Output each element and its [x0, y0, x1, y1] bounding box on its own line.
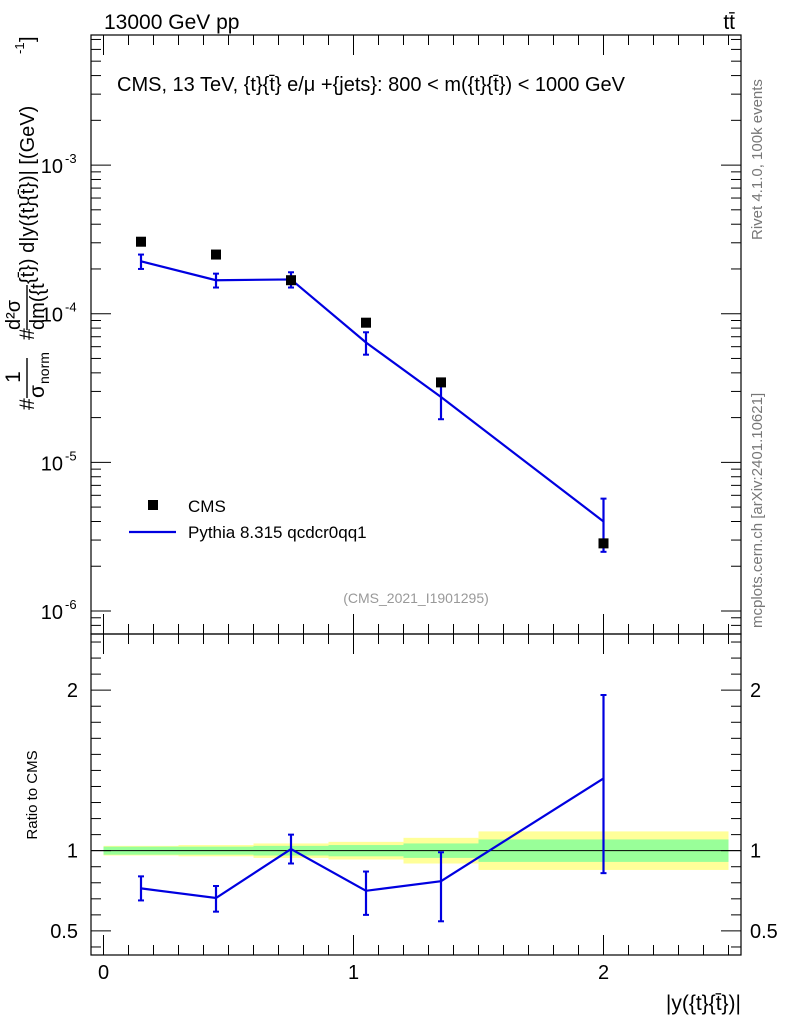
main-y-tick-exponent: -5: [65, 448, 77, 463]
main-y-tick-exponent: -4: [65, 300, 77, 315]
main-y-axis-label: # 1 σ norm # d²σ dm({t {t̄}) d|y({t}{t̄}…: [2, 36, 52, 410]
ylabel-one: 1: [2, 371, 25, 383]
watermark: (CMS_2021_I1901295): [343, 590, 489, 606]
x-tick-label: 1: [348, 962, 359, 984]
cms-data-point: [286, 275, 296, 286]
ratio-y-tick-label: 1: [67, 841, 78, 863]
ratio-data-marks: [138, 693, 607, 923]
main-y-tick-label: 10: [41, 602, 63, 624]
main-y-tick-label: 10: [41, 156, 63, 178]
ylabel-numerator: d²σ: [3, 299, 25, 330]
cms-data-point: [361, 317, 371, 328]
ratio-axis-ticks: [91, 634, 741, 955]
main-y-tick-label: 10: [41, 305, 63, 327]
cms-data-point: [211, 249, 221, 260]
ratio-plot-frame: [90, 633, 742, 956]
legend-cms-label: CMS: [188, 497, 226, 516]
x-axis-label: |y({t}{t̄})|: [666, 992, 741, 1015]
ratio-y-tick-label-right: 1: [750, 841, 761, 863]
main-y-tick-labels: 10-610-510-410-3: [41, 151, 77, 624]
x-tick-label: 0: [98, 962, 109, 984]
ylabel-prefix-2: #: [16, 328, 39, 340]
ratio-y-axis-label: Ratio to CMS: [24, 750, 41, 839]
plot-title: CMS, 13 TeV, {t}{t̄} e/μ +{jets}: 800 < …: [117, 74, 626, 96]
ylabel-denominator: dm({t: [27, 283, 49, 330]
ylabel-numerator-suffix: {t̄}) d|y({t}{t̄})| [(GeV): [17, 106, 39, 284]
ratio-line: [140, 777, 605, 900]
main-data-marks: [136, 236, 609, 553]
ratio-y-tick-label: 0.5: [50, 921, 78, 943]
mcplots-label: mcplots.cern.ch [arXiv:2401.10621]: [749, 393, 766, 628]
ylabel-close: ]: [17, 36, 39, 42]
ylabel-prefix-1: #: [16, 398, 39, 410]
cms-data-point: [598, 538, 609, 549]
legend-pythia-label: Pythia 8.315 qcdcr0qq1: [188, 523, 367, 542]
energy-label: 13000 GeV pp: [104, 11, 239, 34]
main-y-tick-exponent: -6: [65, 597, 77, 612]
main-plot-frame: [90, 34, 742, 635]
ylabel-norm-subscript: norm: [36, 352, 52, 384]
legend-cms-marker: [148, 500, 158, 510]
ylabel-sigma-norm: σ: [26, 385, 49, 398]
ratio-y-tick-label-right: 2: [750, 680, 761, 702]
cms-data-point: [436, 377, 446, 388]
ylabel-exponent: -1: [12, 42, 27, 54]
ratio-tick-labels: 0.5 0.5 1 1 2 2 0 1 2: [50, 680, 778, 984]
ratio-y-tick-label: 2: [67, 680, 78, 702]
rivet-label: Rivet 4.1.0, 100k events: [749, 79, 766, 240]
cms-data-point: [136, 236, 146, 247]
main-y-tick-exponent: -3: [65, 151, 77, 166]
main-y-tick-label: 10: [41, 453, 63, 475]
process-label: tt̄: [723, 11, 735, 34]
x-tick-label: 2: [598, 962, 609, 984]
main-plot-panel: CMS, 13 TeV, {t}{t̄} e/μ +{jets}: 800 < …: [2, 34, 742, 635]
ratio-plot-panel: Ratio to CMS |y({t}{t̄})| 0.5 0.5 1 1 2 2 0 1 2: [24, 633, 778, 1015]
ratio-y-tick-label-right: 0.5: [750, 921, 778, 943]
legend: CMS Pythia 8.315 qcdcr0qq1: [129, 497, 367, 542]
pythia-line: [140, 260, 605, 523]
main-axis-ticks: [91, 35, 741, 635]
